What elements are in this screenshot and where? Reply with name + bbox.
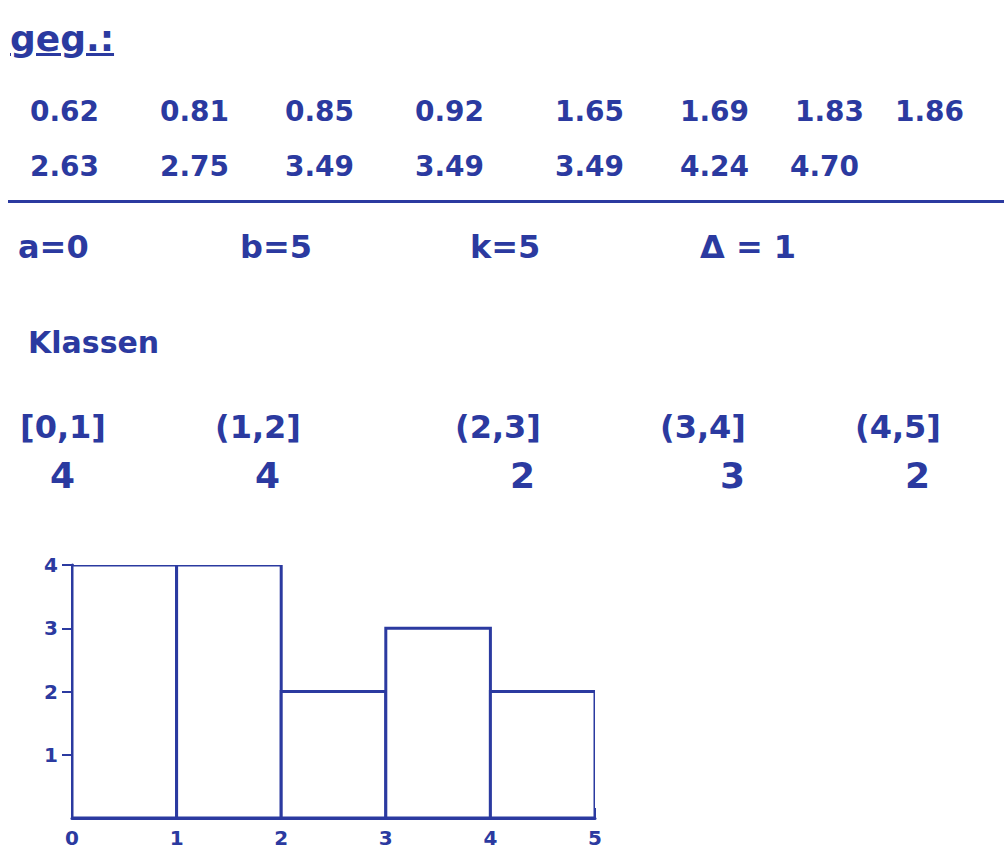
html-text:3.49: 3.49: [555, 150, 625, 183]
html-text:0.62: 0.62: [30, 95, 100, 128]
html-text:4: 4: [255, 455, 281, 496]
html-text:2: 2: [905, 455, 931, 496]
html-text:[0,1]: [0,1]: [20, 408, 106, 446]
svg-text:1: 1: [44, 743, 58, 767]
html-text:(4,5]: (4,5]: [855, 408, 941, 446]
html-text:4.24: 4.24: [680, 150, 750, 183]
svg-text:1: 1: [170, 826, 184, 850]
html-text:0.81: 0.81: [160, 95, 230, 128]
html-text:Klassen: Klassen: [28, 325, 160, 360]
svg-text:2: 2: [274, 826, 288, 850]
svg-text:0: 0: [65, 826, 79, 850]
svg-text:2: 2: [44, 680, 58, 704]
html-text:(2,3]: (2,3]: [455, 408, 541, 446]
html-text:4: 4: [50, 455, 76, 496]
html-text:2.75: 2.75: [160, 150, 230, 183]
svg-text:3: 3: [379, 826, 393, 850]
svg-text:3: 3: [44, 616, 58, 640]
html-text:(3,4]: (3,4]: [660, 408, 746, 446]
html-text:b=5: b=5: [240, 228, 312, 266]
html-text:3.49: 3.49: [285, 150, 355, 183]
html-text:1.65: 1.65: [555, 95, 625, 128]
html-text:1.69: 1.69: [680, 95, 750, 128]
svg-text:4: 4: [44, 553, 58, 577]
html-text:k=5: k=5: [470, 228, 541, 266]
html-text:3: 3: [720, 455, 746, 496]
html-text:1.86: 1.86: [895, 95, 965, 128]
html-text:2.63: 2.63: [30, 150, 100, 183]
html-text:0.92: 0.92: [415, 95, 485, 128]
html-text:1.83: 1.83: [795, 95, 865, 128]
html-text:0.85: 0.85: [285, 95, 355, 128]
html-text:4.70: 4.70: [790, 150, 860, 183]
html-text:a=0: a=0: [18, 228, 89, 266]
html-text:geg.:: geg.:: [10, 18, 114, 59]
html-text:2: 2: [510, 455, 536, 496]
html-text:Δ = 1: Δ = 1: [700, 228, 797, 266]
svg-text:5: 5: [588, 826, 602, 850]
html-text:(1,2]: (1,2]: [215, 408, 301, 446]
html-text:3.49: 3.49: [415, 150, 485, 183]
svg-text:4: 4: [483, 826, 497, 850]
